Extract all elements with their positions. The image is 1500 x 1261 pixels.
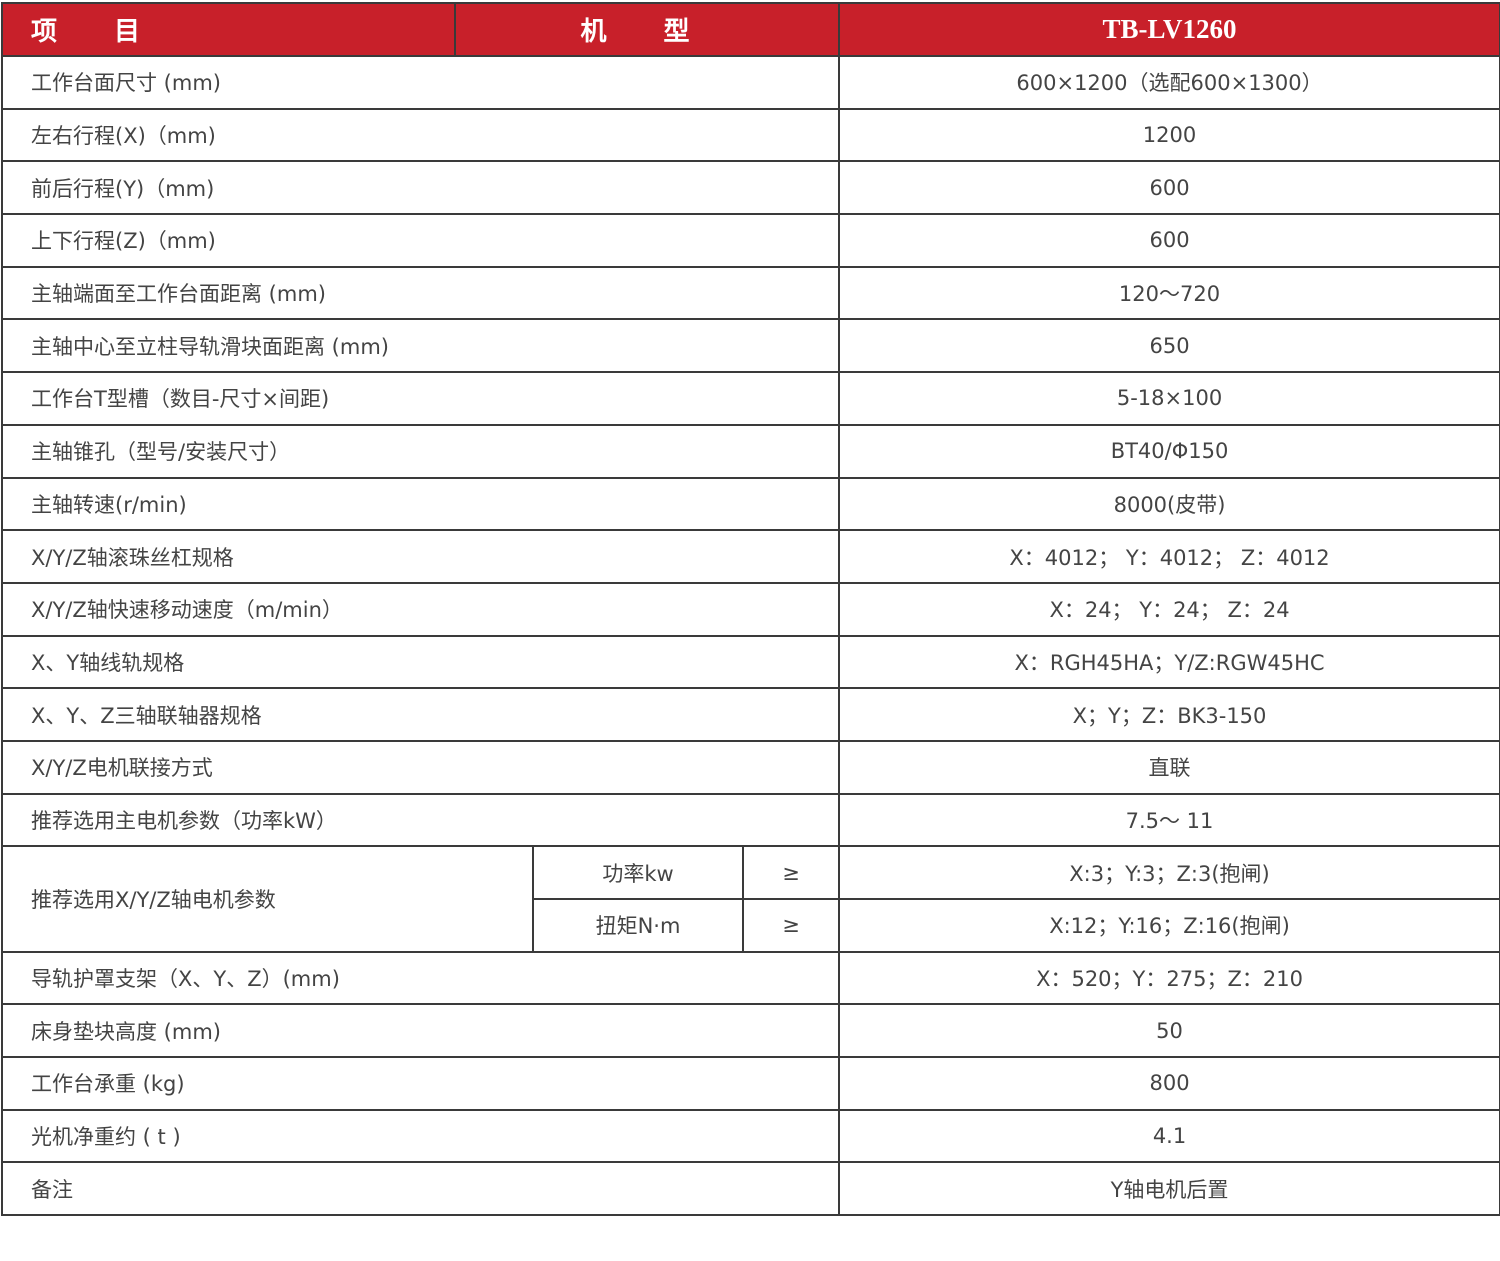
spec-value: 直联 [838, 739, 1500, 795]
spec-label: 备注 [0, 1161, 841, 1217]
spec-label: 床身垫块高度 (mm) [0, 1003, 841, 1059]
table-row: 工作台承重 (kg) 800 [0, 1056, 1500, 1111]
spec-label: 主轴锥孔（型号/安装尺寸） [0, 423, 841, 479]
table-row: 主轴锥孔（型号/安装尺寸） BT40/Φ150 [0, 423, 1500, 479]
table-row: 推荐选用主电机参数（功率kW） 7.5～ 11 [0, 792, 1500, 848]
spec-label: 主轴转速(r/min) [0, 476, 841, 532]
header-model-label: 机 型 [453, 2, 841, 57]
table-row: X/Y/Z轴快速移动速度（m/min） X：24； Y：24； Z：24 [0, 581, 1500, 637]
spec-label: 工作台承重 (kg) [0, 1056, 841, 1111]
spec-value: 7.5～ 11 [838, 792, 1500, 848]
sub-param: 功率kw [532, 845, 744, 900]
spec-value: X:3；Y:3；Z:3(抱闸) [838, 845, 1500, 900]
spec-label: X/Y/Z轴滚珠丝杠规格 [0, 529, 841, 584]
table-row: 光机净重约 ( t ) 4.1 [0, 1108, 1500, 1164]
spec-value: 5-18×100 [838, 371, 1500, 426]
spec-value: 650 [838, 318, 1500, 374]
spec-value: X：520；Y：275；Z：210 [838, 950, 1500, 1006]
spec-label: 主轴中心至立柱导轨滑块面距离 (mm) [0, 318, 841, 374]
spec-label: 导轨护罩支架（X、Y、Z）(mm) [0, 950, 841, 1006]
spec-label: X、Y轴线轨规格 [0, 634, 841, 690]
spec-label: 上下行程(Z)（mm) [0, 213, 841, 268]
spec-value: 600×1200（选配600×1300） [838, 55, 1500, 110]
table-row: 床身垫块高度 (mm) 50 [0, 1003, 1500, 1059]
spec-value: X：RGH45HA；Y/Z:RGW45HC [838, 634, 1500, 690]
table-row: X、Y、Z三轴联轴器规格 X；Y；Z：BK3-150 [0, 687, 1500, 742]
spec-label: X、Y、Z三轴联轴器规格 [0, 687, 841, 742]
spec-value: 800 [838, 1056, 1500, 1111]
spec-label: X/Y/Z电机联接方式 [0, 739, 841, 795]
spec-value: 4.1 [838, 1108, 1500, 1164]
table-row: 前后行程(Y)（mm) 600 [0, 160, 1500, 216]
header-model-name: TB-LV1260 [838, 2, 1500, 57]
table-row: 工作台面尺寸 (mm) 600×1200（选配600×1300） [0, 55, 1500, 110]
spec-value: 600 [838, 213, 1500, 268]
table-row: 备注 Y轴电机后置 [0, 1161, 1500, 1217]
spec-value: 1200 [838, 107, 1500, 163]
table-row: X/Y/Z轴滚珠丝杠规格 X：4012； Y：4012； Z：4012 [0, 529, 1500, 584]
spec-value: X:12；Y:16；Z:16(抱闸) [838, 898, 1500, 953]
header-row: 项 目 机 型 TB-LV1260 [1, 2, 1500, 57]
spec-value: 600 [838, 160, 1500, 216]
spec-label: 推荐选用主电机参数（功率kW） [0, 792, 841, 848]
spec-value: X；Y；Z：BK3-150 [838, 687, 1500, 742]
spec-value: 50 [838, 1003, 1500, 1059]
spec-value: 8000(皮带) [838, 476, 1500, 532]
table-row: 导轨护罩支架（X、Y、Z）(mm) X：520；Y：275；Z：210 [0, 950, 1500, 1006]
table-row: 主轴中心至立柱导轨滑块面距离 (mm) 650 [0, 318, 1500, 374]
spec-value: X：4012； Y：4012； Z：4012 [838, 529, 1500, 584]
table-row: 主轴转速(r/min) 8000(皮带) [0, 476, 1500, 532]
spec-label: 主轴端面至工作台面距离 (mm) [0, 265, 841, 321]
table-row: 左右行程(X)（mm) 1200 [0, 107, 1500, 163]
table-row: X/Y/Z电机联接方式 直联 [0, 739, 1500, 795]
spec-value: Y轴电机后置 [838, 1161, 1500, 1217]
spec-label: 推荐选用X/Y/Z轴电机参数 [1, 845, 534, 953]
spec-label: X/Y/Z轴快速移动速度（m/min） [0, 581, 841, 637]
spec-value: 120～720 [838, 265, 1500, 321]
spec-value: X：24； Y：24； Z：24 [838, 581, 1500, 637]
table-row: 上下行程(Z)（mm) 600 [0, 213, 1500, 268]
spec-table: 项 目 机 型 TB-LV1260 工作台面尺寸 (mm) 600×1200（选配… [0, 2, 1500, 1217]
spec-label: 左右行程(X)（mm) [0, 107, 841, 163]
table-row: 主轴端面至工作台面距离 (mm) 120～720 [0, 265, 1500, 321]
spec-label: 工作台面尺寸 (mm) [0, 55, 841, 110]
comparison-operator: ≥ [741, 845, 841, 900]
spec-label: 光机净重约 ( t ) [0, 1108, 841, 1164]
sub-param: 扭矩N·m [532, 898, 744, 953]
spec-label: 工作台T型槽（数目-尺寸×间距) [0, 371, 841, 426]
spec-label: 前后行程(Y)（mm) [0, 160, 841, 216]
header-item: 项 目 [1, 2, 456, 57]
table-row: 扭矩N·m ≥ X:12；Y:16；Z:16(抱闸) [2, 898, 1500, 953]
table-row: X、Y轴线轨规格 X：RGH45HA；Y/Z:RGW45HC [0, 634, 1500, 690]
table-row: 工作台T型槽（数目-尺寸×间距) 5-18×100 [0, 371, 1500, 426]
spec-value: BT40/Φ150 [838, 423, 1500, 479]
table-row: 推荐选用X/Y/Z轴电机参数 功率kw ≥ X:3；Y:3；Z:3(抱闸) [1, 845, 1500, 953]
comparison-operator: ≥ [741, 898, 841, 953]
